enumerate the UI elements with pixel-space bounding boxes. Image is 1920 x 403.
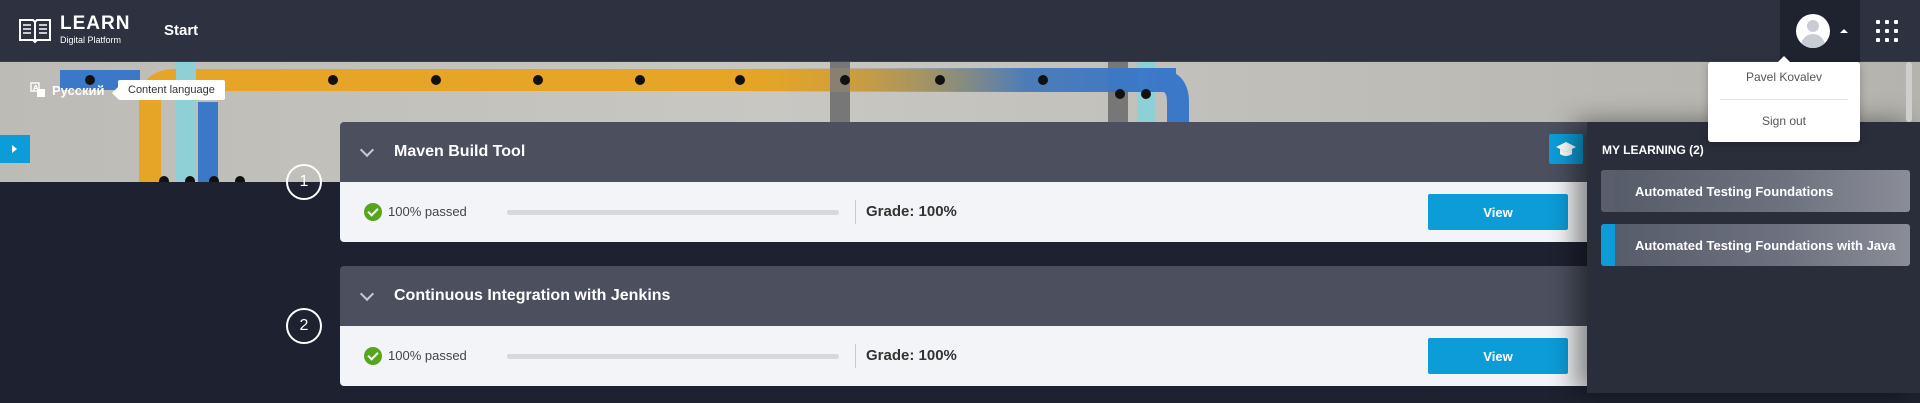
my-learning-item[interactable]: Automated Testing Foundations with Java [1601,224,1910,266]
content-language-label: Русский [52,82,105,98]
logo-title: LEARN [60,13,131,34]
graduation-cap-icon [1556,142,1576,156]
scrollbar[interactable] [1906,62,1912,122]
chevron-down-icon [359,142,375,158]
book-icon [19,19,51,44]
course-grade: Grade: 100% [866,347,957,364]
content-language-tooltip: Content language [112,80,225,100]
sign-out-link[interactable]: Sign out [1761,114,1807,128]
course-header[interactable]: Maven Build Tool [340,122,1600,182]
nav-start-link[interactable]: Start [164,22,199,39]
course-header[interactable]: Continuous Integration with Jenkins [340,266,1600,326]
user-menu-toggle[interactable] [1780,0,1860,62]
view-button[interactable]: View [1428,194,1568,230]
view-button[interactable]: View [1428,338,1568,374]
top-navigation-bar: LEARN Digital Platform Start [0,0,1920,62]
user-name[interactable]: Pavel Kovalev [1745,70,1823,84]
caret-up-icon [1840,29,1848,33]
progress-bar [507,210,839,215]
my-learning-item-label: Automated Testing Foundations with Java [1635,237,1896,253]
course-status: 100% passed [388,348,467,363]
check-circle-icon [364,203,382,221]
my-learning-item[interactable]: Automated Testing Foundations [1601,170,1910,212]
my-learning-item-label: Automated Testing Foundations [1635,183,1834,199]
logo[interactable]: LEARN Digital Platform [18,14,130,46]
course-title: Maven Build Tool [394,143,526,160]
chevron-down-icon [359,286,375,302]
course-title: Continuous Integration with Jenkins [394,287,671,304]
my-learning-title: MY LEARNING (2) [1602,143,1704,157]
course-card: Continuous Integration with Jenkins 100%… [340,266,1600,386]
page-background [0,182,340,403]
content-language-switch[interactable]: A Русский [30,82,105,98]
user-dropdown-menu: Pavel Kovalev Sign out [1708,56,1860,142]
sidebar-expand-button[interactable] [0,135,30,163]
apps-grid-icon[interactable] [1876,20,1898,42]
progress-bar [507,354,839,359]
graduation-cap-button[interactable] [1549,134,1583,164]
course-progress-row: 100% passed Grade: 100% View [340,182,1600,242]
course-card: Maven Build Tool 100% passed Grade: 100%… [340,122,1600,242]
logo-subtitle: Digital Platform [60,35,122,45]
user-avatar-icon [1796,14,1830,48]
svg-text:A: A [33,84,39,92]
translate-icon: A [30,82,45,97]
my-learning-panel: MY LEARNING (2) Automated Testing Founda… [1587,122,1920,393]
course-status: 100% passed [388,204,467,219]
course-grade: Grade: 100% [866,203,957,220]
course-progress-row: 100% passed Grade: 100% View [340,326,1600,386]
step-number: 2 [286,308,322,344]
step-number: 1 [286,164,322,200]
check-circle-icon [364,347,382,365]
